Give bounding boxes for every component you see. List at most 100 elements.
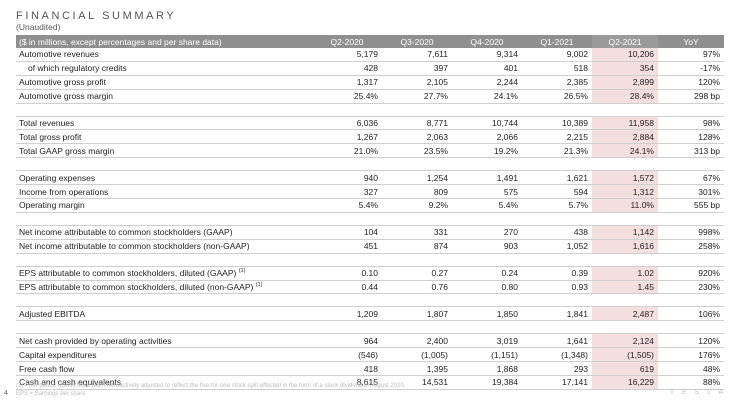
value-cell: 438	[522, 225, 592, 240]
value-cell: 2,063	[382, 129, 452, 145]
value-cell: 14,531	[382, 375, 452, 390]
value-cell: 354	[592, 61, 658, 76]
table-row: Total gross profit 1,267 2,063 2,066 2,215 2,…	[16, 129, 724, 145]
spacer-cell	[16, 103, 312, 117]
table-row: of which regulatory credits 428 397 401 518 3…	[16, 61, 724, 76]
row-label-text: EPS attributable to common stockholders,…	[19, 268, 237, 279]
value-cell: 16,229	[592, 375, 658, 390]
row-label: Net income attributable to common stockh…	[16, 225, 312, 240]
yoy-cell: 258%	[658, 239, 724, 254]
spacer-cell	[312, 253, 382, 267]
table-row: Net income attributable to common stockh…	[16, 225, 724, 240]
value-cell: 9.2%	[382, 198, 452, 213]
value-cell: 1,641	[522, 333, 592, 349]
spacer-cell	[312, 212, 382, 226]
value-cell: 19,384	[452, 375, 522, 390]
page-subtitle: (Unaudited)	[16, 22, 61, 32]
value-cell: 0.24	[452, 266, 522, 281]
table-row: Operating margin 5.4% 9.2% 5.4% 5.7% 11.0% 555…	[16, 198, 724, 213]
spacer-cell	[382, 103, 452, 117]
table-row: Automotive gross profit 1,317 2,105 2,244 2,…	[16, 75, 724, 90]
spacer-row	[16, 293, 724, 308]
value-cell: 2,400	[382, 333, 452, 349]
value-cell: 11.0%	[592, 198, 658, 213]
column-header: Q3-2020	[382, 35, 452, 48]
value-cell: 2,215	[522, 129, 592, 145]
value-cell: 1,142	[592, 225, 658, 240]
value-cell: 0.10	[312, 266, 382, 281]
spacer-cell	[658, 293, 724, 308]
row-label: Capital expenditures	[16, 347, 312, 363]
spacer-cell	[452, 157, 522, 172]
page-title: FINANCIAL SUMMARY	[16, 10, 177, 22]
spacer-cell	[452, 320, 522, 335]
value-cell: 594	[522, 184, 592, 200]
spacer-cell	[592, 320, 658, 335]
spacer-cell	[592, 212, 658, 226]
spacer-cell	[16, 320, 312, 335]
row-label-text: Operating expenses	[19, 172, 96, 183]
yoy-cell: 998%	[658, 225, 724, 240]
spacer-cell	[452, 103, 522, 117]
spacer-cell	[312, 103, 382, 117]
spacer-cell	[658, 103, 724, 117]
spacer-cell	[382, 212, 452, 226]
footnote: (1) Prior period results have been retro…	[16, 383, 406, 389]
spacer-cell	[522, 293, 592, 308]
table-row: Total revenues 6,036 8,771 10,744 10,389 11,9…	[16, 116, 724, 131]
row-label: Free cash flow	[16, 361, 312, 377]
footnote: EPS = Earnings per share	[16, 391, 86, 397]
table-row: Capital expenditures (546) (1,005) (1,151)(…	[16, 347, 724, 363]
value-cell: 619	[592, 361, 658, 377]
row-label: Income from operations	[16, 184, 312, 200]
value-cell: 2,066	[452, 129, 522, 145]
row-label-text: Net income attributable to common stockh…	[19, 227, 233, 238]
value-cell: 6,036	[312, 116, 382, 131]
spacer-cell	[312, 157, 382, 172]
row-label: Total revenues	[16, 116, 312, 131]
row-label-text: Net income attributable to common stockh…	[19, 241, 250, 252]
row-label-text: Total gross profit	[19, 131, 82, 142]
table-body: Automotive revenues 5,179 7,611 9,314 9,002 1…	[16, 48, 724, 390]
column-header: YoY	[658, 35, 724, 48]
value-cell: 451	[312, 239, 382, 254]
row-label: Adjusted EBITDA	[16, 306, 312, 322]
value-cell: 418	[312, 361, 382, 377]
value-cell: 10,389	[522, 116, 592, 131]
value-cell: 1,491	[452, 170, 522, 186]
table-row: Operating expenses 940 1,254 1,491 1,621 1,57…	[16, 170, 724, 186]
value-cell: (1,151)	[452, 347, 522, 363]
value-cell: 21.3%	[522, 143, 592, 159]
table-row: Cash and cash equivalents 8,615 14,531 19,3…	[16, 375, 724, 390]
value-cell: 428	[312, 61, 382, 76]
value-cell: 0.39	[522, 266, 592, 281]
spacer-cell	[382, 157, 452, 172]
column-header: Q4-2020	[452, 35, 522, 48]
value-cell: 9,314	[452, 48, 522, 62]
spacer-cell	[522, 157, 592, 172]
table-row: Net income attributable to common stockh…	[16, 239, 724, 254]
row-label: EPS attributable to common stockholders,…	[16, 266, 312, 281]
financial-summary-table: ($ in millions, except percentages and p…	[16, 35, 724, 390]
yoy-cell: 67%	[658, 170, 724, 186]
value-cell: 11,958	[592, 116, 658, 131]
value-cell: 3,019	[452, 333, 522, 349]
yoy-cell: 48%	[658, 361, 724, 377]
table-row: Free cash flow 418 1,395 1,868 293 619 48%	[16, 361, 724, 377]
row-label: Cash and cash equivalents	[16, 375, 312, 390]
spacer-cell	[312, 320, 382, 335]
value-cell: 397	[382, 61, 452, 76]
value-cell: 8,771	[382, 116, 452, 131]
yoy-cell: 555 bp	[658, 198, 724, 213]
table-header-row: ($ in millions, except percentages and p…	[16, 35, 724, 48]
value-cell: 331	[382, 225, 452, 240]
row-label: Net cash provided by operating activitie…	[16, 333, 312, 349]
row-label-text: Automotive revenues	[19, 49, 99, 60]
value-cell: 2,487	[592, 306, 658, 322]
row-label-text: Adjusted EBITDA	[19, 308, 86, 319]
row-label-text: of which regulatory credits	[28, 63, 127, 74]
value-cell: 26.5%	[522, 89, 592, 104]
row-label-text: Automotive gross margin	[19, 91, 114, 102]
value-cell: 575	[452, 184, 522, 200]
spacer-cell	[658, 253, 724, 267]
